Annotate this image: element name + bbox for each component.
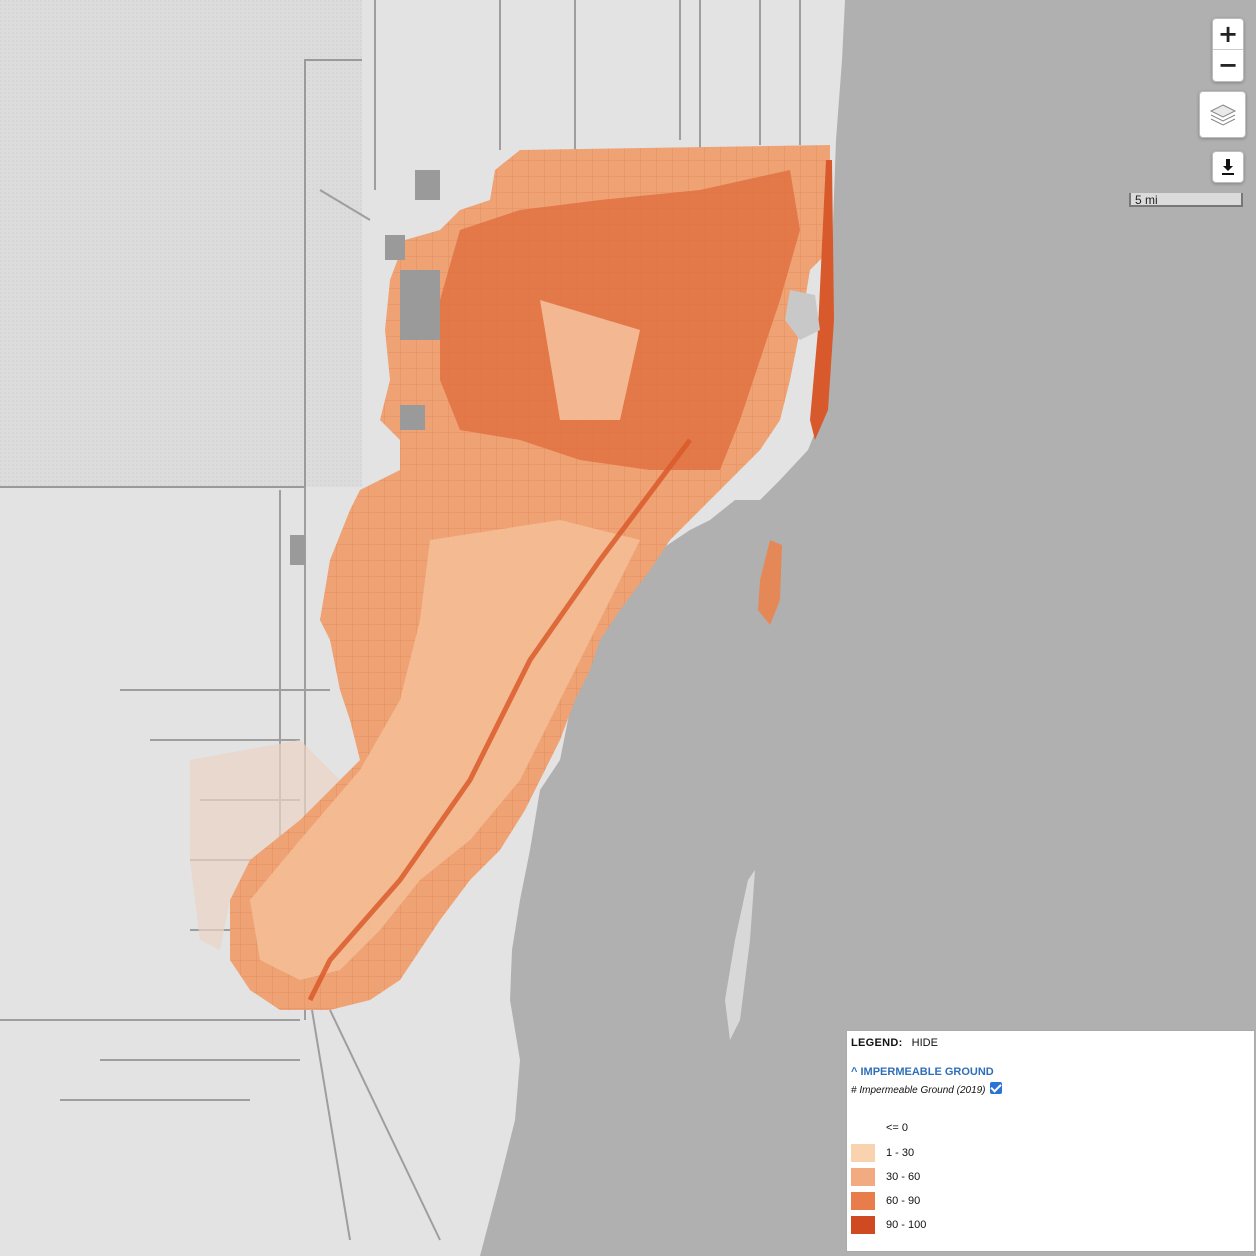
conservation-area <box>0 0 362 487</box>
legend-header: LEGEND: HIDE <box>851 1037 938 1049</box>
legend-title: LEGEND: <box>851 1037 903 1049</box>
legend-swatch <box>851 1192 875 1210</box>
legend-class-label: 30 - 60 <box>886 1171 921 1183</box>
legend-class-row: 60 - 90 <box>851 1192 920 1210</box>
legend-class-row: 1 - 30 <box>851 1144 914 1162</box>
legend-sublayer: # Impermeable Ground (2019) <box>851 1082 1002 1096</box>
zoom-in-button[interactable]: + <box>1217 20 1239 48</box>
legend-layer-name: IMPERMEABLE GROUND <box>860 1066 994 1078</box>
legend-class-row: <= 0 <box>851 1119 908 1137</box>
legend-sublayer-label: # Impermeable Ground (2019) <box>851 1084 986 1096</box>
legend-class-label: 90 - 100 <box>886 1219 927 1231</box>
sublayer-checkbox[interactable] <box>989 1082 1002 1094</box>
legend-hide-toggle[interactable]: HIDE <box>911 1037 938 1049</box>
legend-swatch <box>851 1144 875 1162</box>
legend-swatch <box>851 1216 875 1234</box>
legend-panel: LEGEND: HIDE ^ IMPERMEABLE GROUND # Impe… <box>846 1030 1255 1252</box>
legend-swatch <box>851 1168 875 1186</box>
layers-button[interactable] <box>1199 91 1246 138</box>
impermeable-dense-core <box>440 170 800 470</box>
legend-class-label: <= 0 <box>886 1122 909 1134</box>
zoom-out-button[interactable]: − <box>1217 51 1239 79</box>
scale-bar: 5 mi <box>1129 193 1243 207</box>
legend-class-row: 30 - 60 <box>851 1168 920 1186</box>
barrier-island <box>810 160 834 440</box>
download-icon <box>1222 159 1234 175</box>
legend-class-label: 1 - 30 <box>886 1147 915 1159</box>
zoom-divider <box>1213 49 1243 50</box>
zoom-control: + − <box>1212 18 1244 82</box>
download-button[interactable] <box>1212 151 1244 183</box>
layers-icon <box>1209 103 1236 126</box>
chevron-up-icon: ^ <box>851 1066 858 1078</box>
legend-class-label: 60 - 90 <box>886 1195 921 1207</box>
legend-swatch <box>851 1119 875 1137</box>
legend-class-row: 90 - 100 <box>851 1216 926 1234</box>
legend-layer-toggle[interactable]: ^ IMPERMEABLE GROUND <box>851 1066 994 1078</box>
